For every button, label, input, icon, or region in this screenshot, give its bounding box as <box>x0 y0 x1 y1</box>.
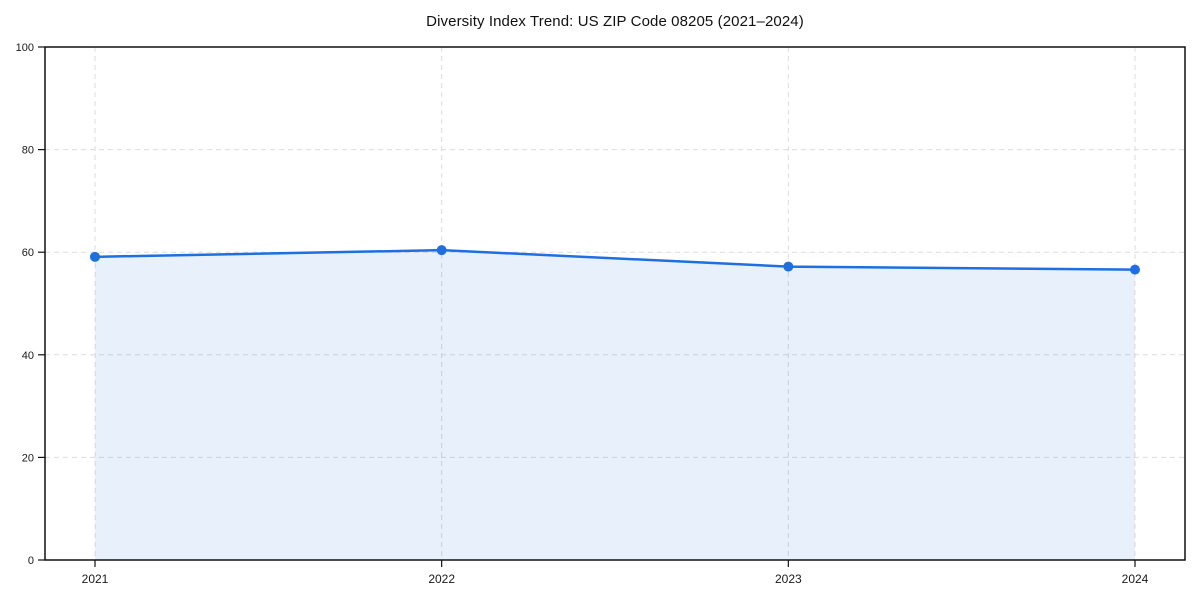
trend-line <box>93 248 1137 271</box>
y-tick-label: 40 <box>22 350 34 362</box>
data-point-2024 <box>1130 264 1140 275</box>
area-fill <box>95 250 1135 560</box>
plot-frame <box>44 46 1186 561</box>
data-point-2021 <box>90 251 100 262</box>
x-tick-label: 2023 <box>775 572 802 586</box>
x-tick-label: 2024 <box>1122 572 1149 586</box>
x-tick-label: 2022 <box>428 572 455 586</box>
y-tick-label: 100 <box>16 42 34 54</box>
data-point-2023 <box>783 261 794 272</box>
data-point-2022 <box>436 245 447 256</box>
y-tick-label: 0 <box>28 555 34 567</box>
x-tick-label: 2021 <box>82 572 109 586</box>
y-tick-label: 80 <box>22 145 34 157</box>
y-tick-label: 60 <box>22 247 34 259</box>
y-tick-label: 20 <box>22 452 34 464</box>
chart-title: Diversity Index Trend: US ZIP Code 08205… <box>426 13 804 30</box>
